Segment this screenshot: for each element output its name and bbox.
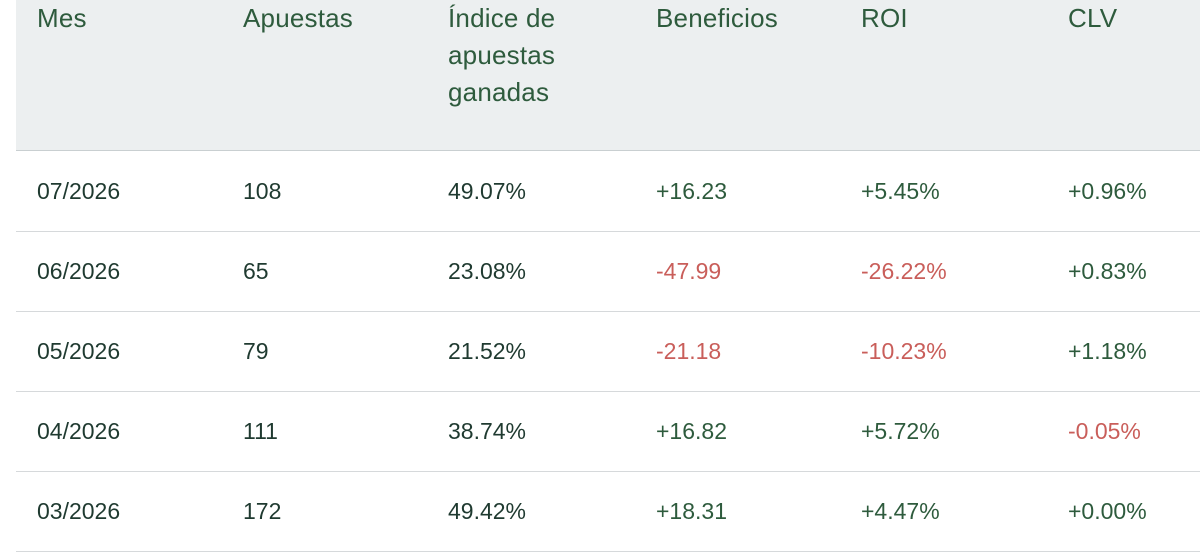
table-row[interactable]: 04/2026 111 38.74% +16.82 +5.72% -0.05%	[16, 391, 1200, 472]
column-header-clv[interactable]: CLV	[1068, 3, 1118, 33]
profit-cell: +16.82	[656, 418, 727, 444]
table-row[interactable]: 05/2026 79 21.52% -21.18 -10.23% +1.18%	[16, 311, 1200, 392]
clv-cell: +1.18%	[1068, 338, 1147, 364]
roi-cell: +5.72%	[861, 418, 940, 444]
profit-cell: -21.18	[656, 338, 722, 364]
table-row[interactable]: 03/2026 172 49.42% +18.31 +4.47% +0.00%	[16, 471, 1200, 552]
bets-cell: 65	[243, 258, 269, 284]
win-rate-cell: 21.52%	[448, 338, 527, 364]
month-cell: 05/2026	[37, 338, 121, 364]
month-cell: 03/2026	[37, 498, 121, 524]
roi-cell: +5.45%	[861, 178, 940, 204]
profit-cell: +18.31	[656, 498, 727, 524]
column-header-indice-line-1: Índice de	[448, 3, 556, 33]
month-cell: 07/2026	[37, 178, 121, 204]
column-header-apuestas[interactable]: Apuestas	[243, 3, 354, 33]
bets-cell: 172	[243, 498, 282, 524]
clv-cell: +0.96%	[1068, 178, 1147, 204]
roi-cell: -10.23%	[861, 338, 947, 364]
column-header-indice-line-2: apuestas	[448, 40, 556, 70]
bets-cell: 111	[243, 418, 278, 444]
clv-cell: +0.00%	[1068, 498, 1147, 524]
table-header: Mes Apuestas Índice de apuestas ganadas …	[16, 0, 1200, 151]
win-rate-cell: 38.74%	[448, 418, 527, 444]
column-header-roi[interactable]: ROI	[861, 3, 908, 33]
clv-cell: +0.83%	[1068, 258, 1147, 284]
bets-cell: 108	[243, 178, 282, 204]
monthly-results-table: Mes Apuestas Índice de apuestas ganadas …	[16, 0, 1200, 552]
month-cell: 04/2026	[37, 418, 121, 444]
profit-cell: +16.23	[656, 178, 727, 204]
clv-cell: -0.05%	[1068, 418, 1141, 444]
profit-cell: -47.99	[656, 258, 722, 284]
column-header-beneficios[interactable]: Beneficios	[656, 3, 778, 33]
bets-cell: 79	[243, 338, 269, 364]
roi-cell: -26.22%	[861, 258, 947, 284]
table-row[interactable]: 06/2026 65 23.08% -47.99 -26.22% +0.83%	[16, 231, 1200, 312]
month-cell: 06/2026	[37, 258, 121, 284]
roi-cell: +4.47%	[861, 498, 940, 524]
column-header-indice[interactable]: Índice de apuestas ganadas	[448, 0, 555, 111]
table-row[interactable]: 07/2026 108 49.07% +16.23 +5.45% +0.96%	[16, 151, 1200, 232]
win-rate-cell: 49.42%	[448, 498, 527, 524]
win-rate-cell: 23.08%	[448, 258, 527, 284]
win-rate-cell: 49.07%	[448, 178, 527, 204]
column-header-indice-line-3: ganadas	[448, 77, 550, 107]
column-header-mes[interactable]: Mes	[37, 3, 87, 33]
